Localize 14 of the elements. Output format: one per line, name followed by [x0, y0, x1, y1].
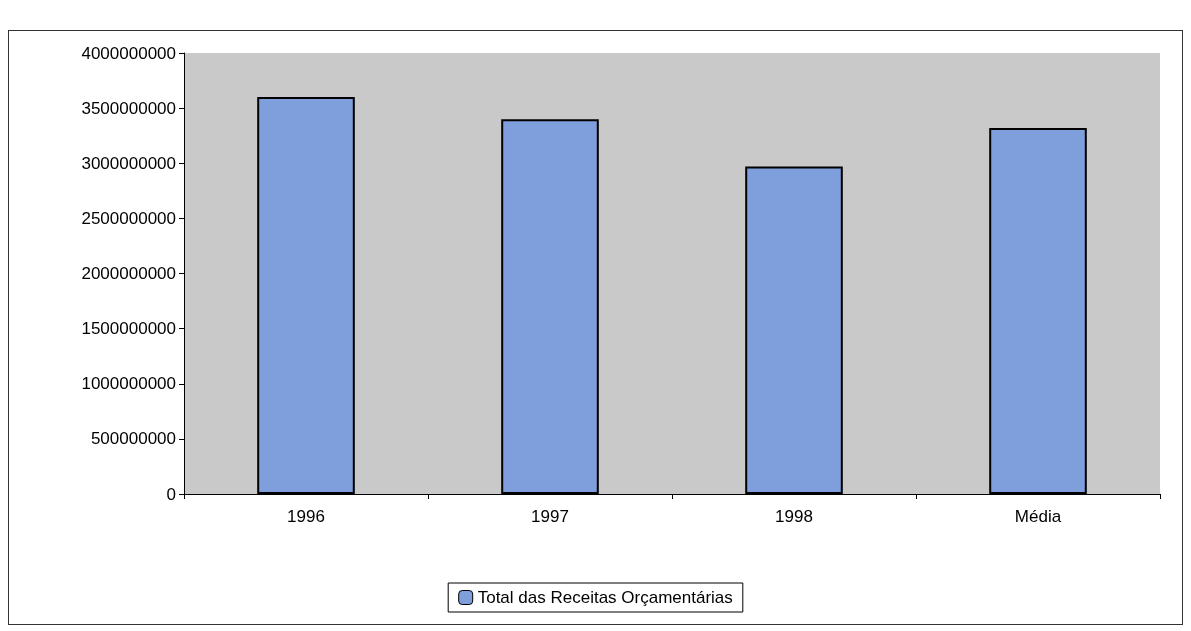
x-tick-label: 1996 — [287, 507, 325, 526]
y-tick-label: 2000000000 — [81, 264, 176, 283]
y-tick-label: 2500000000 — [81, 208, 176, 228]
x-tick-label: Média — [1014, 507, 1062, 526]
x-tick-label: 1998 — [775, 507, 813, 526]
y-tick-label: 0 — [166, 484, 176, 504]
y-tick-label: 1000000000 — [81, 374, 176, 394]
y-tick-label: 3000000000 — [81, 153, 176, 173]
x-tick-label: 1997 — [531, 507, 569, 526]
y-tick-label: 4000000000 — [81, 43, 176, 63]
legend-label: Total das Receitas Orçamentárias — [477, 588, 733, 607]
y-tick-label: 3500000000 — [81, 98, 176, 118]
y-tick-label: 1500000000 — [81, 319, 176, 339]
y-tick-label: 500000000 — [90, 429, 176, 449]
